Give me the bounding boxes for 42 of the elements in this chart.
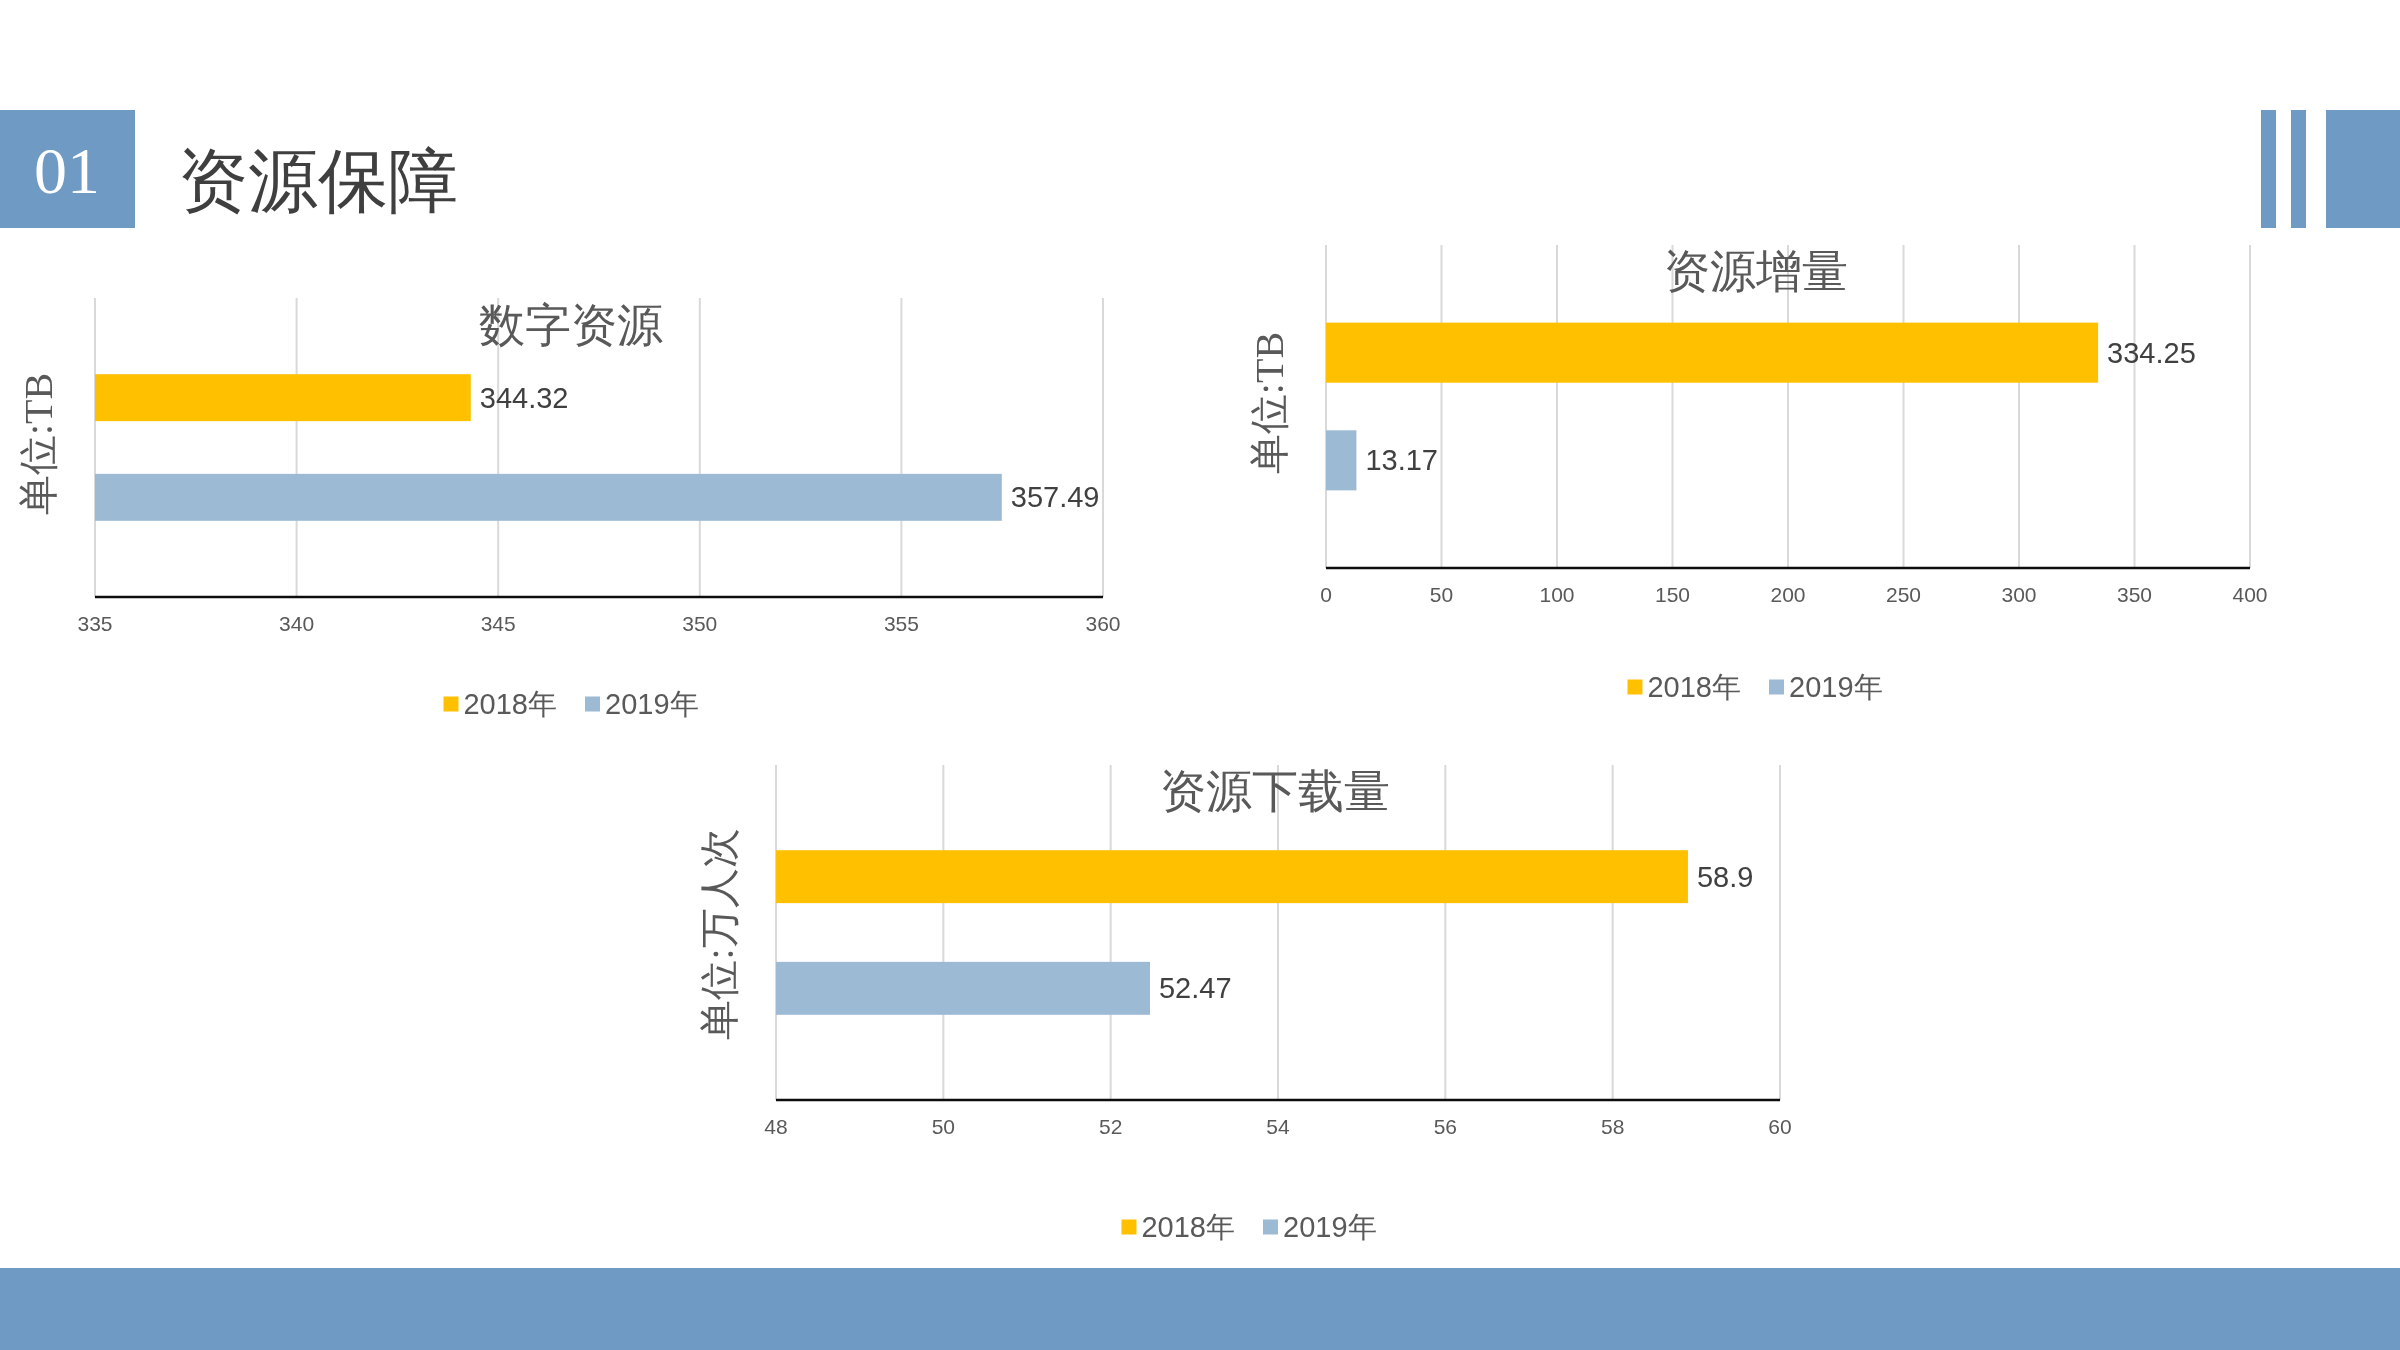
x-tick-label: 350 (682, 611, 718, 635)
x-tick-label: 60 (1768, 1114, 1792, 1138)
x-tick-label: 56 (1433, 1114, 1458, 1138)
data-label: 58.9 (1696, 860, 1754, 893)
x-tick-label: 100 (1539, 582, 1575, 606)
x-tick-label: 345 (480, 611, 516, 635)
legend-label: 2019年 (1283, 1211, 1377, 1243)
text: 01 (34, 133, 100, 207)
x-tick-label: 340 (279, 611, 315, 635)
text: 资源保障 (178, 142, 458, 220)
data-label: 334.25 (2107, 336, 2196, 369)
legend-label: 2018年 (1647, 671, 1741, 703)
legend-label: 2018年 (1141, 1211, 1235, 1243)
y-axis-title: 单位:TB (15, 372, 61, 516)
x-tick-label: 355 (883, 611, 919, 635)
x-tick-label: 52 (1098, 1114, 1123, 1138)
x-tick-label: 360 (1085, 611, 1121, 635)
data-label: 52.47 (1158, 972, 1232, 1005)
x-tick-label: 400 (2232, 582, 2268, 606)
x-tick-label: 335 (77, 611, 113, 635)
x-tick-label: 0 (1320, 582, 1332, 606)
data-label: 357.49 (1010, 481, 1100, 514)
x-tick-label: 150 (1654, 582, 1691, 606)
legend-label: 2019年 (605, 688, 699, 720)
x-tick-label: 250 (1885, 582, 1922, 606)
x-tick-label: 350 (2116, 582, 2153, 606)
x-tick-label: 48 (764, 1114, 788, 1138)
chart-title: 资源下载量 (1160, 765, 1390, 817)
y-axis-title: 单位:TB (1246, 331, 1292, 475)
x-tick-label: 50 (1429, 582, 1454, 606)
x-tick-label: 300 (2001, 582, 2037, 606)
legend-label: 2019年 (1789, 671, 1883, 703)
chart-title: 数字资源 (479, 299, 663, 351)
x-tick-label: 200 (1770, 582, 1806, 606)
y-axis-title: 单位:万人次 (696, 828, 742, 1040)
legend-label: 2018年 (463, 688, 557, 720)
x-tick-label: 54 (1266, 1114, 1290, 1138)
data-label: 344.32 (479, 381, 569, 414)
data-label: 13.17 (1365, 444, 1438, 477)
x-tick-label: 50 (931, 1114, 956, 1138)
chart-title: 资源增量 (1664, 245, 1848, 297)
x-tick-label: 58 (1600, 1114, 1625, 1138)
